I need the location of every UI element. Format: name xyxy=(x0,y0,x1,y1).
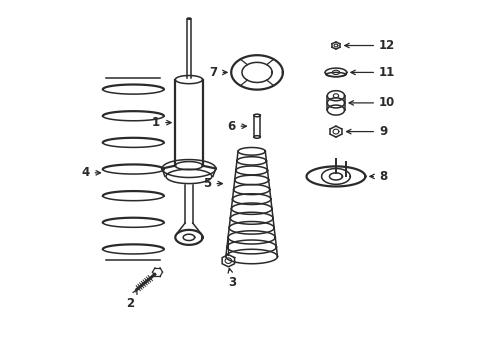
Text: 2: 2 xyxy=(126,289,137,310)
Text: 8: 8 xyxy=(369,170,386,183)
Text: 5: 5 xyxy=(203,177,222,190)
Text: 7: 7 xyxy=(209,66,226,79)
Text: 1: 1 xyxy=(152,116,171,129)
Text: 12: 12 xyxy=(344,39,394,52)
Text: 3: 3 xyxy=(227,268,236,289)
Text: 4: 4 xyxy=(81,166,100,179)
Text: 10: 10 xyxy=(348,96,394,109)
Text: 6: 6 xyxy=(227,120,246,133)
Text: 11: 11 xyxy=(350,66,394,79)
Text: 9: 9 xyxy=(346,125,386,138)
